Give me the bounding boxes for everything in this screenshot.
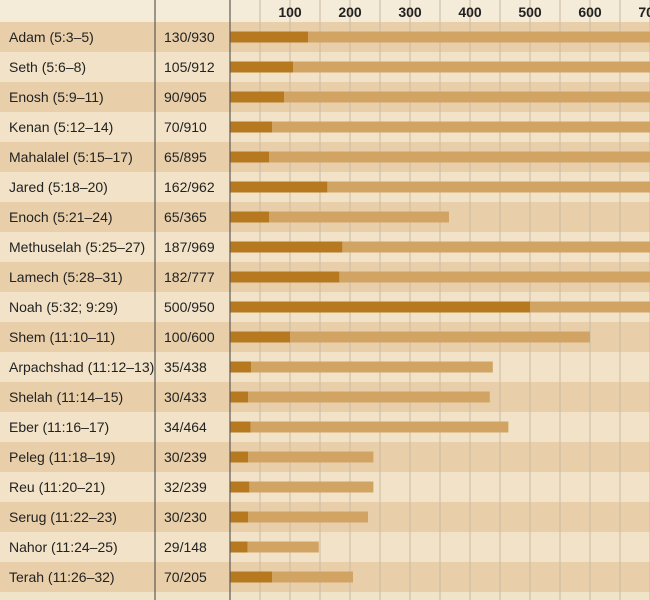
row-name-label: Shem (11:10–11) [9,329,115,345]
lifespan-bar [230,31,650,43]
row-name-label: Serug (11:22–23) [9,509,117,525]
age-at-birth-bar [230,451,248,463]
lifespan-bar [230,421,509,433]
age-at-birth-bar [230,271,340,283]
x-tick-label: 600 [578,4,602,20]
row-ages-label: 105/912 [164,59,215,75]
age-at-birth-bar [230,421,251,433]
age-at-birth-bar [230,541,248,553]
lifespan-bar [230,361,493,373]
row-name-label: Enosh (5:9–11) [9,89,104,105]
lifespan-bar [230,211,449,223]
lifespan-bar [230,481,374,493]
row-ages-label: 130/930 [164,29,215,45]
x-tick-label: 300 [398,4,422,20]
row-name-label: Reu (11:20–21) [9,479,105,495]
row-ages-label: 500/950 [164,299,215,315]
age-at-birth-bar [230,151,269,163]
row-name-label: Adam (5:3–5) [9,29,94,45]
row-ages-label: 35/438 [164,359,207,375]
lifespan-bar [230,391,490,403]
row-ages-label: 162/962 [164,179,215,195]
age-at-birth-bar [230,211,269,223]
x-tick-label: 100 [278,4,302,20]
lifespan-bar [230,511,368,523]
row-ages-label: 187/969 [164,239,215,255]
lifespan-bar [230,451,374,463]
row-name-label: Peleg (11:18–19) [9,449,115,465]
row-ages-label: 30/433 [164,389,207,405]
row-name-label: Nahor (11:24–25) [9,539,118,555]
row-ages-label: 65/895 [164,149,207,165]
row-name-label: Mahalalel (5:15–17) [9,149,133,165]
row-name-label: Seth (5:6–8) [9,59,86,75]
row-name-label: Jared (5:18–20) [9,179,108,195]
row-name-label: Noah (5:32; 9:29) [9,299,118,315]
row-background [0,532,650,562]
age-at-birth-bar [230,121,272,133]
x-tick-label: 500 [518,4,542,20]
lifespan-bar [230,241,650,253]
x-tick-label: 200 [338,4,362,20]
age-at-birth-bar [230,481,250,493]
age-at-birth-bar [230,181,328,193]
age-at-birth-bar [230,241,343,253]
row-name-label: Shelah (11:14–15) [9,389,123,405]
lifespan-bar [230,541,319,553]
x-tick-label: 700 [638,4,650,20]
row-name-label: Lamech (5:28–31) [9,269,123,285]
row-name-label: Kenan (5:12–14) [9,119,113,135]
age-at-birth-bar [230,301,530,313]
row-ages-label: 30/230 [164,509,207,525]
row-ages-label: 32/239 [164,479,207,495]
lifespan-bar [230,571,353,583]
age-at-birth-bar [230,391,248,403]
row-name-label: Arpachshad (11:12–13) [9,359,154,375]
age-at-birth-bar [230,571,272,583]
header-background [0,0,650,22]
row-ages-label: 34/464 [164,419,207,435]
row-ages-label: 65/365 [164,209,207,225]
lifespan-bar [230,121,650,133]
age-at-birth-bar [230,511,248,523]
row-ages-label: 70/910 [164,119,207,135]
age-at-birth-bar [230,61,293,73]
age-at-birth-bar [230,331,290,343]
row-ages-label: 70/205 [164,569,207,585]
x-tick-label: 400 [458,4,482,20]
x-axis: 100 200 300 400 500 600 700 [278,4,650,20]
row-ages-label: 90/905 [164,89,207,105]
column-dividers [154,0,231,600]
lifespan-bar [230,181,650,193]
lifespan-bar [230,331,590,343]
row-labels: Adam (5:3–5) 130/930 Seth (5:6–8) 105/912 En… [9,29,215,585]
lifespan-bar [230,91,650,103]
row-ages-label: 100/600 [164,329,215,345]
row-ages-label: 29/148 [164,539,207,555]
row-name-label: Methuselah (5:25–27) [9,239,145,255]
lifespan-bar [230,151,650,163]
lifespan-bar [230,61,650,73]
age-at-birth-bar [230,31,308,43]
lifespan-bar [230,271,650,283]
age-at-birth-bar [230,361,251,373]
row-name-label: Enoch (5:21–24) [9,209,113,225]
row-ages-label: 182/777 [164,269,215,285]
row-ages-label: 30/239 [164,449,207,465]
row-name-label: Terah (11:26–32) [9,569,115,585]
age-at-birth-bar [230,91,284,103]
bars [230,31,650,583]
row-name-label: Eber (11:16–17) [9,419,109,435]
